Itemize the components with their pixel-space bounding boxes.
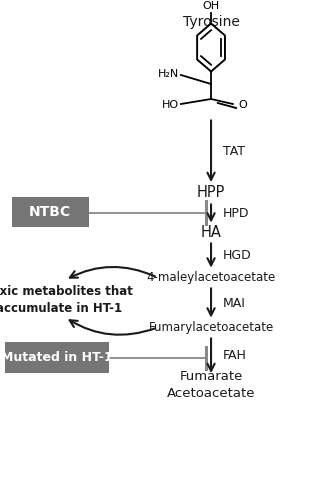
Text: Mutated in HT-1: Mutated in HT-1 — [1, 351, 113, 364]
Text: HPP: HPP — [197, 185, 225, 200]
Text: O: O — [239, 100, 247, 110]
Text: TAT: TAT — [223, 145, 245, 158]
Text: NTBC: NTBC — [29, 206, 71, 220]
Text: FAH: FAH — [223, 349, 247, 362]
Text: 4-maleylacetoacetate: 4-maleylacetoacetate — [146, 271, 276, 284]
FancyBboxPatch shape — [12, 198, 89, 228]
Text: HO: HO — [162, 100, 179, 110]
FancyBboxPatch shape — [5, 342, 109, 372]
Text: Toxic metabolites that
accumulate in HT-1: Toxic metabolites that accumulate in HT-… — [0, 285, 133, 315]
Text: HGD: HGD — [223, 249, 252, 262]
Text: MAI: MAI — [223, 296, 246, 310]
Text: H₂N: H₂N — [158, 69, 179, 79]
Text: HPD: HPD — [223, 207, 249, 220]
Text: Fumarate
Acetoacetate: Fumarate Acetoacetate — [167, 370, 255, 400]
Text: Fumarylacetoacetate: Fumarylacetoacetate — [148, 321, 274, 334]
Text: Tyrosine: Tyrosine — [183, 15, 240, 29]
Text: HA: HA — [201, 225, 221, 240]
Text: OH: OH — [202, 1, 220, 11]
